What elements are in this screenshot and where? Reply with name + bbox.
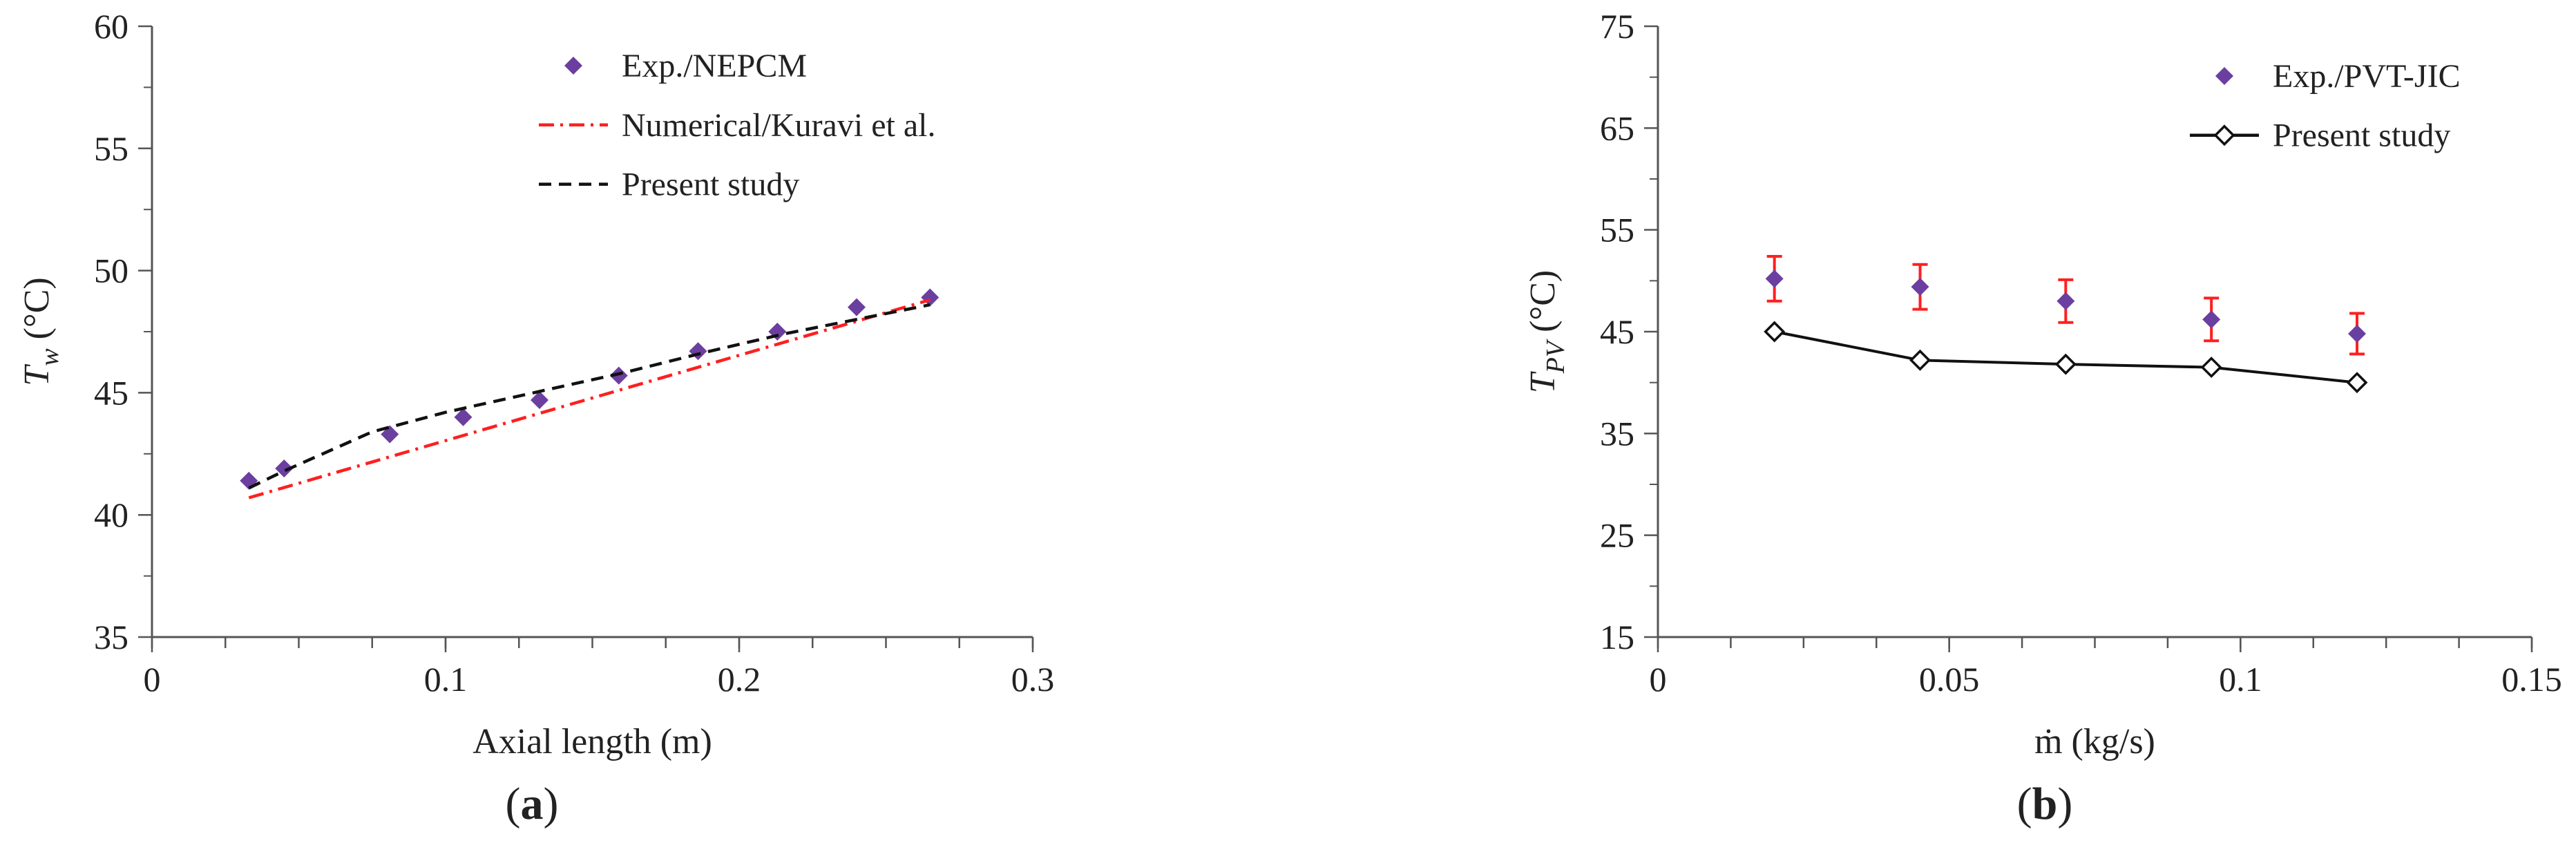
series-numerical-kuravi-et-al [248, 298, 931, 500]
legend-symbol-diamond [564, 57, 582, 75]
y-tick-label: 35 [94, 618, 128, 656]
y-axis-title: TPV (°C) [1523, 270, 1570, 393]
legend-label: Present study [622, 167, 799, 203]
y-tick-label: 40 [94, 495, 128, 534]
series-exp-nepcm [240, 288, 939, 490]
legend-label: Numerical/Kuravi et al. [622, 107, 935, 144]
data-point-open-diamond [2054, 353, 2077, 375]
y-axis-title-symbol: T [1523, 371, 1563, 393]
series-line [248, 303, 931, 490]
y-axis-title-subscript: PV [1541, 339, 1570, 374]
x-tick-label: 0.3 [1011, 660, 1055, 699]
legend-entry: Present study [539, 167, 799, 203]
data-point-diamond [848, 298, 866, 316]
data-point-diamond [1765, 269, 1784, 288]
data-point-open-diamond [1764, 321, 1786, 343]
y-axis-title-subscript: w [35, 348, 64, 366]
y-axis-title-symbol: T [17, 364, 57, 386]
data-point-diamond [609, 366, 628, 385]
y-axis-title: Tw (°C) [17, 277, 64, 386]
legend-entry: Exp./PVT-JIC [2215, 58, 2461, 95]
data-point-diamond [531, 391, 548, 410]
x-tick-label: 0.15 [2501, 660, 2562, 699]
data-point-diamond [454, 408, 473, 426]
panel-label-close-paren: ) [2057, 779, 2072, 829]
y-tick-label: 55 [1600, 211, 1634, 249]
panel-label: (a) [506, 779, 559, 829]
legend-entry: Present study [2190, 117, 2450, 154]
data-point-open-diamond [2346, 372, 2368, 394]
legend-label: Exp./PVT-JIC [2273, 58, 2461, 95]
legend-symbol-open-diamond [2213, 124, 2235, 146]
x-tick-label: 0.1 [424, 660, 468, 699]
legend-label: Exp./NEPCM [622, 48, 807, 84]
y-tick-label: 75 [1600, 7, 1634, 46]
y-tick-label: 45 [94, 373, 128, 412]
panel-label-open-paren: ( [506, 779, 521, 829]
series-present-study [248, 303, 931, 490]
legend-symbol-diamond [2215, 67, 2233, 85]
x-axis-title: ṁ (kg/s) [2034, 722, 2155, 761]
legend-label: Present study [2273, 117, 2450, 154]
data-point-diamond [921, 288, 939, 307]
y-tick-label: 50 [94, 252, 128, 290]
panel-label-open-paren: ( [2017, 779, 2032, 829]
legend-entry: Numerical/Kuravi et al. [539, 107, 935, 144]
data-point-diamond [2057, 292, 2075, 310]
y-tick-label: 15 [1600, 618, 1634, 656]
series-present-study [1764, 321, 2368, 394]
series-line [248, 298, 931, 500]
data-point-open-diamond [1909, 349, 1931, 371]
panel-label-letter: a [521, 779, 544, 829]
data-point-diamond [275, 459, 294, 478]
y-tick-label: 65 [1600, 108, 1634, 147]
x-tick-label: 0 [1650, 660, 1667, 699]
x-tick-label: 0 [144, 660, 161, 699]
data-point-diamond [2348, 324, 2366, 343]
data-point-diamond [2202, 310, 2221, 329]
x-axis-title: Axial length (m) [473, 722, 712, 761]
y-axis-title-unit: (°C) [1523, 270, 1563, 341]
y-tick-label: 25 [1600, 516, 1634, 555]
data-point-diamond [1911, 278, 1929, 296]
panel-label-letter: b [2032, 779, 2058, 829]
y-tick-label: 60 [94, 7, 128, 46]
panel-label: (b) [2017, 779, 2073, 829]
x-tick-label: 0.05 [1919, 660, 1980, 699]
y-tick-label: 45 [1600, 312, 1634, 351]
legend-entry: Exp./NEPCM [564, 48, 807, 84]
x-tick-label: 0.1 [2219, 660, 2262, 699]
chart-panel-a: 0 0.1 0.2 0.3 35 40 45 50 55 60 Axial length (m) Tw… [17, 7, 1054, 829]
x-tick-label: 0.2 [718, 660, 761, 699]
data-point-open-diamond [2200, 357, 2222, 379]
series-exp-pvt-jic [1765, 254, 2366, 356]
y-tick-label: 35 [1600, 414, 1634, 453]
panel-label-close-paren: ) [544, 779, 559, 829]
y-tick-label: 55 [94, 129, 128, 168]
y-axis-title-unit: (°C) [17, 277, 57, 348]
data-point-diamond [689, 342, 707, 361]
chart-panel-b: 0 0.05 0.1 0.15 15 25 35 45 55 65 75 ṁ (kg/s) TPV (°… [1523, 7, 2562, 829]
